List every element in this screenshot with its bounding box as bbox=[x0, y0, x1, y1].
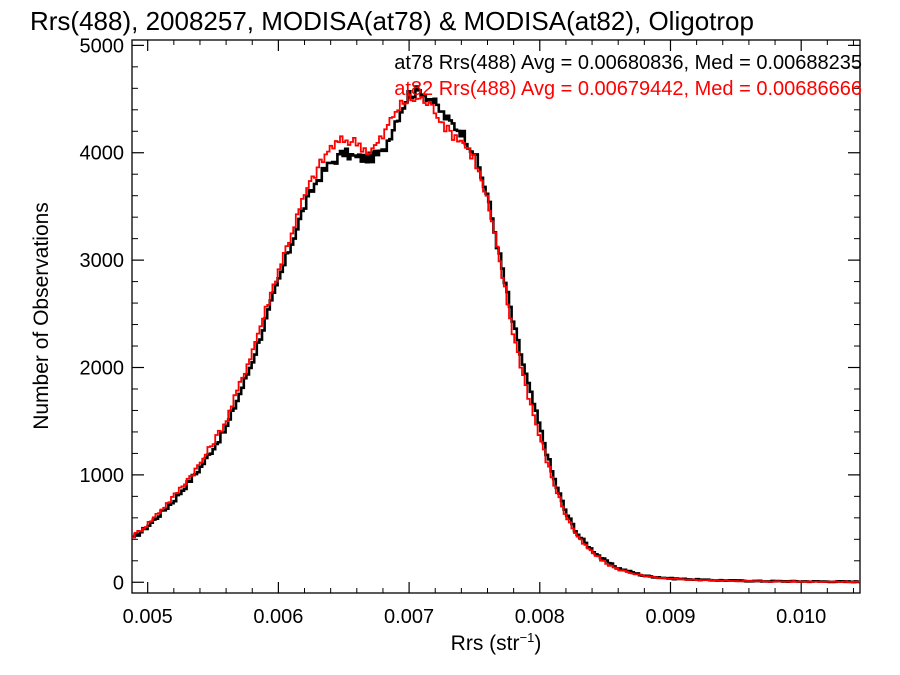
y-tick-label: 1000 bbox=[80, 465, 125, 487]
x-tick-label: 0.006 bbox=[253, 606, 303, 628]
x-tick-label: 0.005 bbox=[123, 606, 173, 628]
x-axis: 0.005 0.006 0.007 0.008 0.009 0.010 bbox=[123, 40, 854, 628]
chart-title: Rrs(488), 2008257, MODISA(at78) & MODISA… bbox=[30, 6, 754, 36]
x-axis-label-superscript: −1 bbox=[520, 630, 535, 645]
y-axis: 0 1000 2000 3000 4000 5000 bbox=[80, 35, 860, 594]
stat-at82: at82 Rrs(488) Avg = 0.00679442, Med = 0.… bbox=[394, 78, 862, 100]
x-tick-label: 0.008 bbox=[515, 606, 565, 628]
series-lines bbox=[132, 85, 860, 584]
x-tick-label: 0.007 bbox=[384, 606, 434, 628]
stat-at78: at78 Rrs(488) Avg = 0.00680836, Med = 0.… bbox=[394, 52, 862, 74]
x-axis-label: Rrs (str−1) bbox=[451, 630, 542, 655]
x-tick-label: 0.009 bbox=[645, 606, 695, 628]
x-axis-label-main: Rrs (str bbox=[451, 632, 520, 655]
y-tick-label: 3000 bbox=[80, 250, 125, 272]
x-axis-label-close: ) bbox=[534, 632, 541, 655]
y-axis-label: Number of Observations bbox=[30, 202, 53, 430]
y-tick-label: 2000 bbox=[80, 358, 125, 380]
series-line-at78 bbox=[132, 85, 860, 584]
plot-frame bbox=[131, 39, 861, 594]
y-tick-label: 4000 bbox=[80, 143, 125, 165]
y-tick-label: 5000 bbox=[80, 35, 125, 57]
y-tick-label: 0 bbox=[113, 572, 124, 594]
series-line-at82 bbox=[132, 94, 860, 584]
x-tick-label: 0.010 bbox=[776, 606, 826, 628]
